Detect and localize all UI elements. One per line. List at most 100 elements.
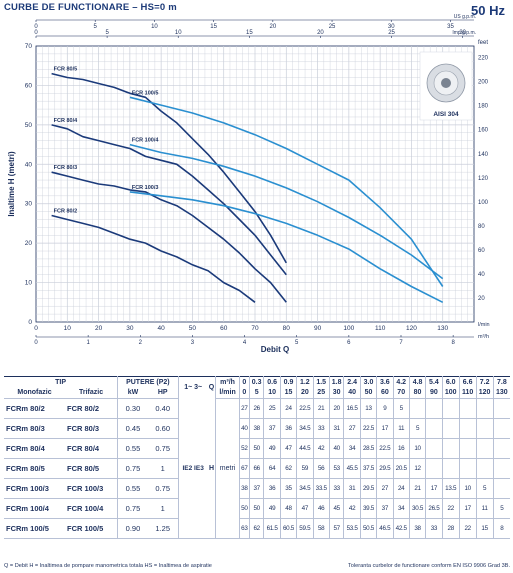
x-lmin-tick-label: 40 bbox=[158, 325, 166, 332]
x-imp-unit: Imp g.p.m. bbox=[452, 30, 476, 36]
head-value: 24 bbox=[392, 478, 410, 499]
table-header-row-1: TIP PUTERE (P2) 1~ 3~ Q m³/h 0 0.3 0.6 0… bbox=[4, 376, 510, 399]
head-value: 37 bbox=[376, 498, 394, 519]
head-value: 20 bbox=[328, 398, 344, 419]
inset-label: AISI 304 bbox=[433, 111, 459, 118]
q-lmin-16: 130 bbox=[492, 387, 510, 399]
x-us-tick-label: 10 bbox=[151, 24, 158, 30]
head-value: 47 bbox=[279, 438, 297, 459]
q-m3h-8: 3.0 bbox=[359, 376, 377, 388]
q-m3h-14: 6.6 bbox=[458, 376, 476, 388]
q-m3h-11: 4.8 bbox=[408, 376, 426, 388]
ie-tri: IE3 bbox=[194, 464, 204, 472]
x-lmin-tick-label: 20 bbox=[95, 325, 103, 332]
head-value: 13 bbox=[359, 398, 377, 419]
head-value bbox=[441, 418, 460, 439]
head-value: 35 bbox=[279, 478, 297, 499]
q-m3h-12: 5.4 bbox=[425, 376, 443, 388]
y-tick-label: 10 bbox=[25, 280, 33, 287]
model-tri: FCR 100/3 bbox=[64, 478, 118, 499]
q-m3h-2: 0.6 bbox=[263, 376, 281, 388]
series-line-fcr-100-4 bbox=[129, 143, 444, 280]
q-lmin-4: 20 bbox=[296, 387, 314, 399]
head-value bbox=[441, 438, 460, 459]
head-value: 30.5 bbox=[408, 498, 426, 519]
head-value: 22 bbox=[441, 498, 460, 519]
x-m3h-unit: m³/h bbox=[478, 334, 489, 340]
impeller-hub bbox=[441, 78, 451, 88]
x-m3h-tick-label: 1 bbox=[86, 340, 90, 346]
head-value: 50 bbox=[248, 438, 264, 459]
model-tri: FCR 80/3 bbox=[64, 418, 118, 439]
head-value: 25 bbox=[263, 398, 281, 419]
head-value: 34 bbox=[392, 498, 410, 519]
y-tick-label: 50 bbox=[25, 122, 33, 129]
head-value: 22.5 bbox=[359, 418, 377, 439]
hp-header: HP bbox=[147, 387, 179, 399]
y-tick-label: 60 bbox=[25, 82, 33, 89]
head-value: 42.5 bbox=[392, 518, 410, 539]
x-lmin-tick-label: 70 bbox=[251, 325, 259, 332]
q-m3h-3: 0.9 bbox=[279, 376, 297, 388]
table-row: FCRm 100/4 FCR 100/4 0.75 1 50 50 49 48 47 46 45 42… bbox=[4, 498, 510, 519]
q-lmin-11: 80 bbox=[408, 387, 426, 399]
head-value: 45 bbox=[328, 498, 344, 519]
q-lmin-0: 0 bbox=[238, 387, 250, 399]
head-value: 22.5 bbox=[296, 398, 314, 419]
q-lmin-8: 50 bbox=[359, 387, 377, 399]
head-value bbox=[492, 438, 510, 459]
series-label: FCR 80/2 bbox=[54, 209, 78, 215]
head-value: 27 bbox=[238, 398, 250, 419]
series-line-fcr-80-4 bbox=[51, 124, 287, 276]
series-label: FCR 100/3 bbox=[132, 185, 159, 191]
head-value: 34.5 bbox=[296, 418, 314, 439]
q-lmin-5: 25 bbox=[312, 387, 330, 399]
power-kw: 0.30 bbox=[117, 398, 148, 419]
head-value bbox=[458, 418, 476, 439]
head-value: 40 bbox=[328, 438, 344, 459]
q-m3h-5: 1.5 bbox=[312, 376, 330, 388]
head-value: 13.5 bbox=[441, 478, 460, 499]
q-lmin-1: 5 bbox=[248, 387, 264, 399]
tri-header: Trifazic bbox=[64, 387, 118, 399]
power-hp: 0.75 bbox=[147, 438, 179, 459]
power-hp: 1 bbox=[147, 498, 179, 519]
q-lmin-12: 90 bbox=[425, 387, 443, 399]
x-imp-tick-label: 30 bbox=[459, 30, 466, 36]
head-value bbox=[492, 398, 510, 419]
tip-header: TIP bbox=[55, 378, 66, 386]
power-kw: 0.75 bbox=[117, 498, 148, 519]
power-hp: 0.40 bbox=[147, 398, 179, 419]
y-right-unit: feet bbox=[478, 40, 488, 46]
performance-chart: 0102030405060702040608010012014016018020… bbox=[7, 14, 490, 354]
model-mono: FCRm 80/3 bbox=[4, 418, 65, 439]
head-value bbox=[492, 418, 510, 439]
head-value bbox=[441, 458, 460, 479]
head-value: 62 bbox=[279, 458, 297, 479]
head-value: 50 bbox=[248, 498, 264, 519]
model-tri: FCR 80/2 bbox=[64, 398, 118, 419]
q-m3h-10: 4.2 bbox=[392, 376, 410, 388]
head-value: 24 bbox=[279, 398, 297, 419]
head-value: 50 bbox=[238, 498, 250, 519]
x-lmin-tick-label: 80 bbox=[283, 325, 291, 332]
q-m3h-6: 1.8 bbox=[328, 376, 344, 388]
impeller-inset bbox=[419, 51, 473, 121]
head-value: 61.5 bbox=[263, 518, 281, 539]
q-m3h-9: 3.6 bbox=[376, 376, 394, 388]
q-m3h-7: 2.4 bbox=[343, 376, 361, 388]
y-tick-label: 70 bbox=[25, 43, 33, 50]
q-lmin-7: 40 bbox=[343, 387, 361, 399]
head-value: 20.5 bbox=[392, 458, 410, 479]
chart-title: CURBE DE FUNCTIONARE – HS=0 m bbox=[4, 2, 177, 13]
head-value: 46.5 bbox=[376, 518, 394, 539]
head-value: 56 bbox=[312, 458, 330, 479]
head-value: 10 bbox=[408, 438, 426, 459]
model-mono: FCRm 100/3 bbox=[4, 478, 65, 499]
x-m3h-tick-label: 3 bbox=[191, 340, 195, 346]
head-value: 33 bbox=[425, 518, 443, 539]
head-value: 40 bbox=[238, 418, 250, 439]
head-value bbox=[458, 398, 476, 419]
